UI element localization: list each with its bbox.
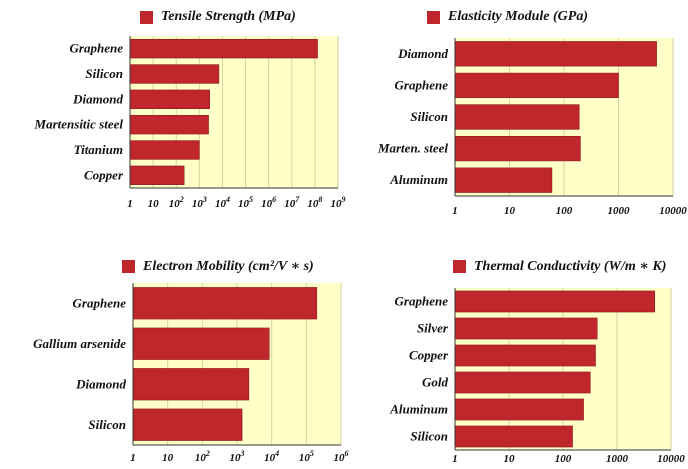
x-tick-label: 1000 [608,205,631,217]
chart-tensile-strength: Tensile Strength (MPa) 1 10 102 103 104 105 10… [0,0,346,230]
category-label: Graphene [73,295,127,310]
bar [454,317,598,340]
bar [454,371,591,394]
bar [129,140,200,160]
x-tick-label: 10 [504,205,516,217]
bar [132,408,243,441]
bar [129,165,185,186]
x-tick-label: 10 [148,198,160,210]
bar [129,38,318,59]
x-tick-label: 1 [127,198,133,210]
x-tick-label: 102 [195,449,210,464]
category-label: Silver [417,321,449,336]
x-tick-label: 105 [238,195,253,210]
bar [129,89,210,110]
bar [454,290,656,313]
x-tick-label: 100 [556,205,573,217]
legend-label: Electron Mobility (cm²/V ∗ s) [143,259,314,274]
bar [454,344,596,367]
x-tick-label: 10000 [659,205,687,217]
category-label: Diamond [72,91,123,106]
bar [129,64,220,84]
x-tick-label: 106 [261,195,276,210]
x-tick-label: 104 [264,449,279,464]
chart-thermal-conductivity: Thermal Conductivity (W/m ∗ K) 1 10 100 100… [345,238,688,469]
category-label: Diamond [397,46,448,61]
bar [454,398,584,421]
legend-swatch [122,260,135,273]
category-label: Martensitic steel [34,117,124,132]
chart-plot-svg: 1 10 100 1000 10000 Graphene Silver Copper Gold A… [389,288,685,465]
x-tick-label: 1 [130,452,136,464]
chart-plot-svg: 1 10 102 103 104 105 106 Graphene Gallium arseni… [33,283,349,464]
category-label: Gallium arsenide [33,336,126,351]
bar [454,104,580,130]
category-label: Graphene [70,41,124,56]
plot-area [130,36,338,188]
category-label: Silicon [410,109,448,124]
bar [454,425,573,448]
legend-swatch [427,10,440,24]
x-tick-label: 104 [215,195,230,210]
category-label: Diamond [75,376,126,391]
category-label: Silicon [88,417,126,432]
category-label: Graphene [395,294,449,309]
legend-label: Elasticity Module (GPa) [448,9,588,24]
x-tick-label: 1000 [606,453,629,465]
category-label: Copper [409,348,449,363]
x-tick-label: 106 [334,449,349,464]
x-tick-label: 1 [452,453,458,465]
x-tick-label: 103 [192,195,207,210]
category-label: Silicon [85,66,123,81]
category-label: Copper [84,167,124,182]
chart-legend: Thermal Conductivity (W/m ∗ K) [453,258,666,275]
chart-legend: Tensile Strength (MPa) [140,9,296,25]
x-tick-label: 10000 [657,453,685,465]
legend-swatch [453,260,466,273]
bar [129,114,209,135]
category-label: Silicon [410,429,448,444]
category-label: Gold [422,375,449,390]
chart-plot-svg: 1 10 100 1000 10000 Diamond Graphene Silicon Mar… [377,38,687,217]
x-tick-label: 109 [331,195,346,210]
bar [454,135,581,162]
legend-label: Thermal Conductivity (W/m ∗ K) [474,259,667,274]
x-tick-label: 107 [284,195,300,210]
chart-plot-svg: 1 10 102 103 104 105 106 107 108 109 Graphene Silic… [34,36,346,210]
bar [454,41,657,67]
chart-legend: Electron Mobility (cm²/V ∗ s) [122,258,314,275]
category-label: Aluminum [389,402,448,417]
category-label: Aluminum [389,172,448,187]
category-label: Titanium [74,142,123,157]
legend-label: Tensile Strength (MPa) [161,9,296,24]
x-tick-label: 102 [169,195,184,210]
chart-legend: Elasticity Module (GPa) [427,9,588,25]
x-tick-label: 100 [555,453,572,465]
category-label: Marten. steel [377,141,448,156]
chart-elasticity-module: Elasticity Module (GPa) 1 10 100 1000 10000 D… [345,0,688,230]
bar [454,167,553,193]
x-tick-label: 10 [162,452,174,464]
legend-swatch [140,10,153,24]
x-tick-label: 105 [299,449,314,464]
x-tick-label: 108 [307,195,322,210]
x-tick-label: 103 [230,449,245,464]
bar [454,72,619,99]
bar [132,368,250,401]
category-label: Graphene [395,77,449,92]
x-tick-label: 10 [504,453,516,465]
chart-electron-mobility: Electron Mobility (cm²/V ∗ s) 1 10 102 103 1… [0,238,349,469]
bar [132,287,318,320]
x-tick-label: 1 [452,205,458,217]
bar [132,327,270,360]
